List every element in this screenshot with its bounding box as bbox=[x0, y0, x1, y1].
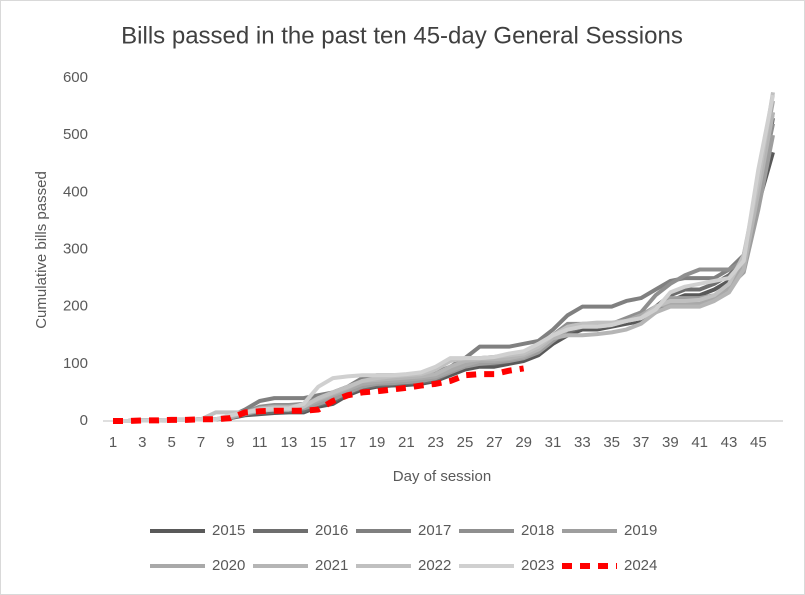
series-line bbox=[113, 365, 525, 424]
legend-label: 2016 bbox=[315, 522, 348, 539]
legend-label: 2020 bbox=[212, 557, 245, 574]
x-tick-label: 1 bbox=[109, 434, 117, 451]
x-tick-label: 25 bbox=[457, 434, 474, 451]
x-tick-label: 17 bbox=[339, 434, 356, 451]
y-tick-label: 0 bbox=[80, 412, 88, 429]
x-tick-label: 5 bbox=[167, 434, 175, 451]
x-tick-label: 45 bbox=[750, 434, 767, 451]
y-tick-label: 200 bbox=[63, 298, 88, 315]
legend-label: 2017 bbox=[418, 522, 451, 539]
legend-label: 2024 bbox=[624, 557, 657, 574]
x-tick-label: 29 bbox=[515, 434, 532, 451]
x-tick-label: 37 bbox=[633, 434, 650, 451]
x-tick-label: 13 bbox=[281, 434, 298, 451]
legend-label: 2023 bbox=[521, 557, 554, 574]
x-tick-label: 35 bbox=[603, 434, 620, 451]
legend-label: 2015 bbox=[212, 522, 245, 539]
x-tick-label: 43 bbox=[721, 434, 738, 451]
y-tick-label: 100 bbox=[63, 355, 88, 372]
x-tick-label: 33 bbox=[574, 434, 591, 451]
y-tick-label: 300 bbox=[63, 240, 88, 257]
legend-label: 2018 bbox=[521, 522, 554, 539]
x-tick-label: 11 bbox=[252, 434, 268, 451]
x-tick-label: 41 bbox=[691, 434, 708, 451]
x-tick-label: 9 bbox=[226, 434, 234, 451]
x-tick-label: 23 bbox=[427, 434, 444, 451]
x-axis-label: Day of session bbox=[393, 468, 491, 485]
x-tick-label: 3 bbox=[138, 434, 146, 451]
y-tick-label: 400 bbox=[63, 183, 88, 200]
y-tick-label: 600 bbox=[63, 69, 88, 86]
legend-label: 2019 bbox=[624, 522, 657, 539]
legend-label: 2021 bbox=[315, 557, 348, 574]
chart-title: Bills passed in the past ten 45-day Gene… bbox=[121, 22, 683, 49]
x-tick-label: 7 bbox=[197, 434, 205, 451]
x-tick-label: 21 bbox=[398, 434, 415, 451]
y-axis-label: Cumulative bills passed bbox=[33, 171, 50, 329]
x-tick-label: 31 bbox=[545, 434, 562, 451]
y-tick-label: 500 bbox=[63, 126, 88, 143]
x-tick-label: 39 bbox=[662, 434, 679, 451]
x-tick-label: 15 bbox=[310, 434, 327, 451]
x-tick-label: 27 bbox=[486, 434, 503, 451]
x-tick-label: 19 bbox=[369, 434, 386, 451]
legend-label: 2022 bbox=[418, 557, 451, 574]
